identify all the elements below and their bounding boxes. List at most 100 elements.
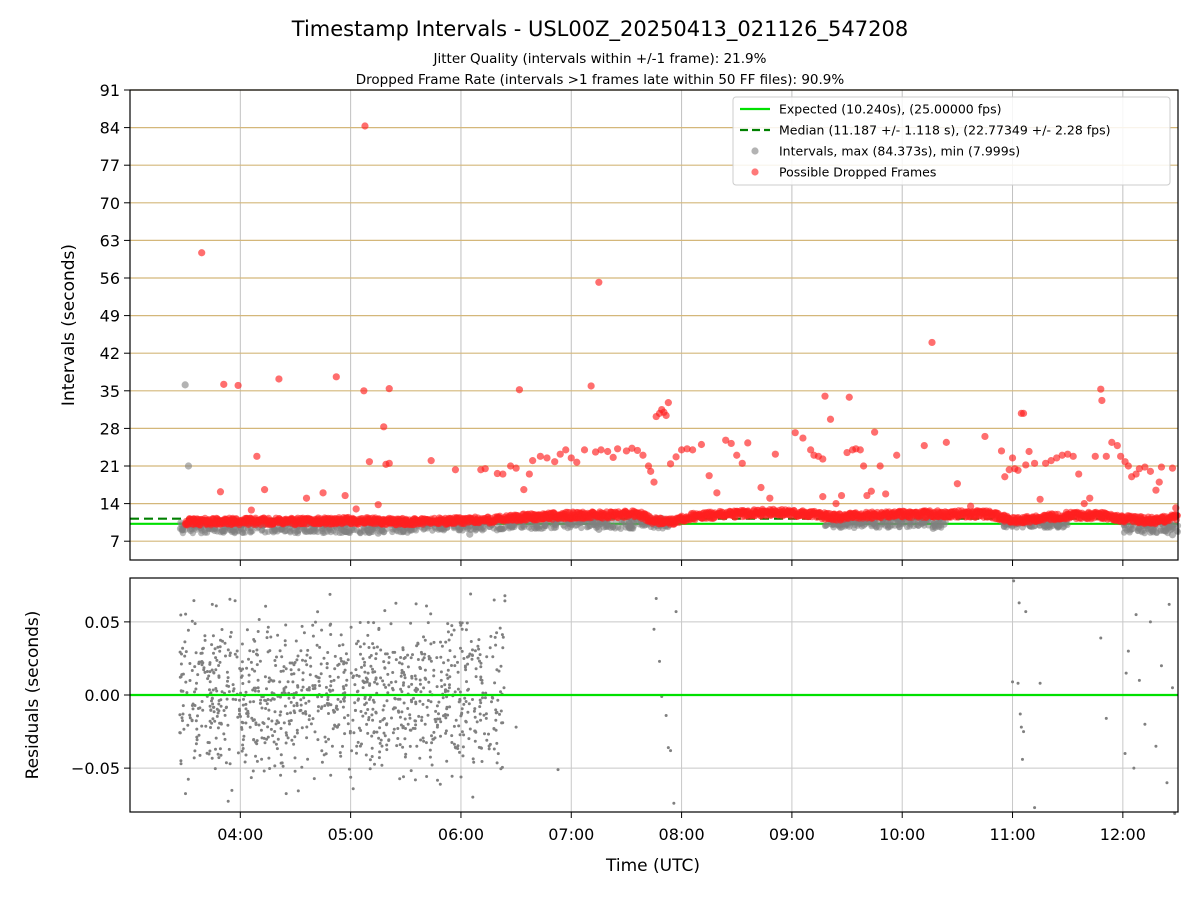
residual-point	[481, 691, 485, 695]
residual-point	[279, 710, 283, 714]
dropped-frame-point	[1097, 385, 1105, 393]
residual-point	[313, 730, 317, 734]
residual-point	[1124, 671, 1128, 675]
residual-point	[479, 701, 483, 705]
residual-point	[223, 641, 227, 645]
residual-point	[220, 628, 224, 631]
dropped-frame-point	[689, 446, 697, 454]
residual-point	[414, 677, 418, 681]
residual-point	[430, 741, 434, 745]
residual-point	[470, 653, 474, 657]
residual-point	[258, 701, 262, 705]
residual-point	[201, 646, 205, 650]
residual-point	[351, 718, 355, 722]
residual-point	[458, 699, 462, 702]
legend-swatch-dot	[751, 147, 759, 155]
residual-point	[467, 737, 471, 741]
dropped-frame-point	[981, 432, 989, 441]
dropped-frame-point	[1086, 494, 1094, 502]
dropped-frame-point	[967, 502, 975, 510]
residual-point	[269, 678, 273, 682]
dropped-frame-point	[662, 411, 670, 420]
residual-point	[357, 726, 361, 730]
residual-point	[414, 723, 418, 727]
residual-point	[214, 668, 218, 672]
residual-point	[347, 767, 351, 771]
interval-point	[271, 527, 278, 535]
residual-point	[241, 747, 245, 750]
residual-point	[181, 719, 184, 723]
residual-point	[437, 712, 440, 716]
dropped-frame-point	[1005, 466, 1013, 474]
dropped-frame-point	[837, 491, 846, 500]
residual-point	[454, 746, 458, 750]
residual-point	[556, 768, 560, 772]
residual-point	[437, 700, 441, 704]
residual-point	[428, 755, 432, 759]
residual-point	[289, 668, 293, 672]
residual-point	[274, 742, 278, 746]
dropped-frame-point	[609, 453, 617, 462]
dropped-frame-point	[1135, 465, 1143, 473]
residual-point	[406, 665, 410, 669]
residual-point	[343, 668, 347, 672]
residual-point	[251, 769, 255, 773]
dropped-frame-point	[302, 494, 311, 502]
residual-point	[445, 705, 449, 709]
interval-point	[583, 524, 591, 531]
residual-point	[217, 756, 221, 760]
residual-point	[403, 673, 406, 677]
dropped-frame-point	[260, 486, 269, 494]
residual-point	[393, 650, 397, 654]
residual-point	[282, 687, 286, 691]
residual-point	[316, 695, 320, 699]
x-tick-label: 05:00	[328, 825, 374, 844]
dropped-frame-point	[220, 380, 228, 388]
dropped-frame-point	[832, 500, 840, 508]
residual-point	[257, 689, 261, 693]
residual-point	[178, 713, 182, 717]
residual-point	[428, 690, 432, 694]
residual-point	[214, 656, 218, 660]
residual-point	[343, 732, 347, 736]
residual-point	[458, 690, 462, 694]
residual-point	[333, 667, 337, 671]
dropped-frame-point	[953, 480, 961, 488]
residual-point	[351, 787, 355, 791]
residual-point	[203, 638, 207, 642]
residual-point	[448, 705, 452, 709]
residual-point	[409, 769, 413, 773]
residual-point	[278, 713, 282, 717]
residual-point	[375, 645, 379, 649]
residual-point	[1011, 680, 1015, 684]
residual-point	[326, 695, 330, 699]
residual-point	[1126, 649, 1130, 653]
residual-point	[1123, 752, 1127, 755]
residual-point	[492, 727, 496, 730]
residual-point	[473, 715, 477, 719]
residual-point	[471, 757, 475, 761]
bottom-y-tick-label: 0.05	[84, 613, 120, 632]
residual-point	[429, 642, 433, 646]
bottom-y-tick-label: −0.05	[71, 759, 120, 778]
residual-point	[190, 669, 194, 672]
dropped-frame-point	[551, 458, 559, 466]
residual-point	[205, 670, 209, 673]
residual-point	[236, 715, 240, 719]
top-y-tick-label: 56	[100, 269, 120, 288]
residual-point	[444, 640, 448, 644]
residual-point	[432, 730, 436, 734]
residual-point	[470, 657, 474, 661]
residual-point	[411, 653, 414, 657]
residual-point	[212, 710, 216, 714]
residual-point	[245, 666, 249, 670]
dropped-frame-point	[380, 423, 388, 431]
residual-point	[312, 777, 316, 781]
dropped-frame-point	[1168, 464, 1177, 472]
residual-point	[244, 702, 248, 706]
residual-point	[211, 688, 215, 692]
residual-point	[403, 755, 407, 759]
residual-point	[214, 604, 218, 608]
dropped-frame-point	[427, 457, 435, 465]
residual-point	[485, 655, 489, 659]
